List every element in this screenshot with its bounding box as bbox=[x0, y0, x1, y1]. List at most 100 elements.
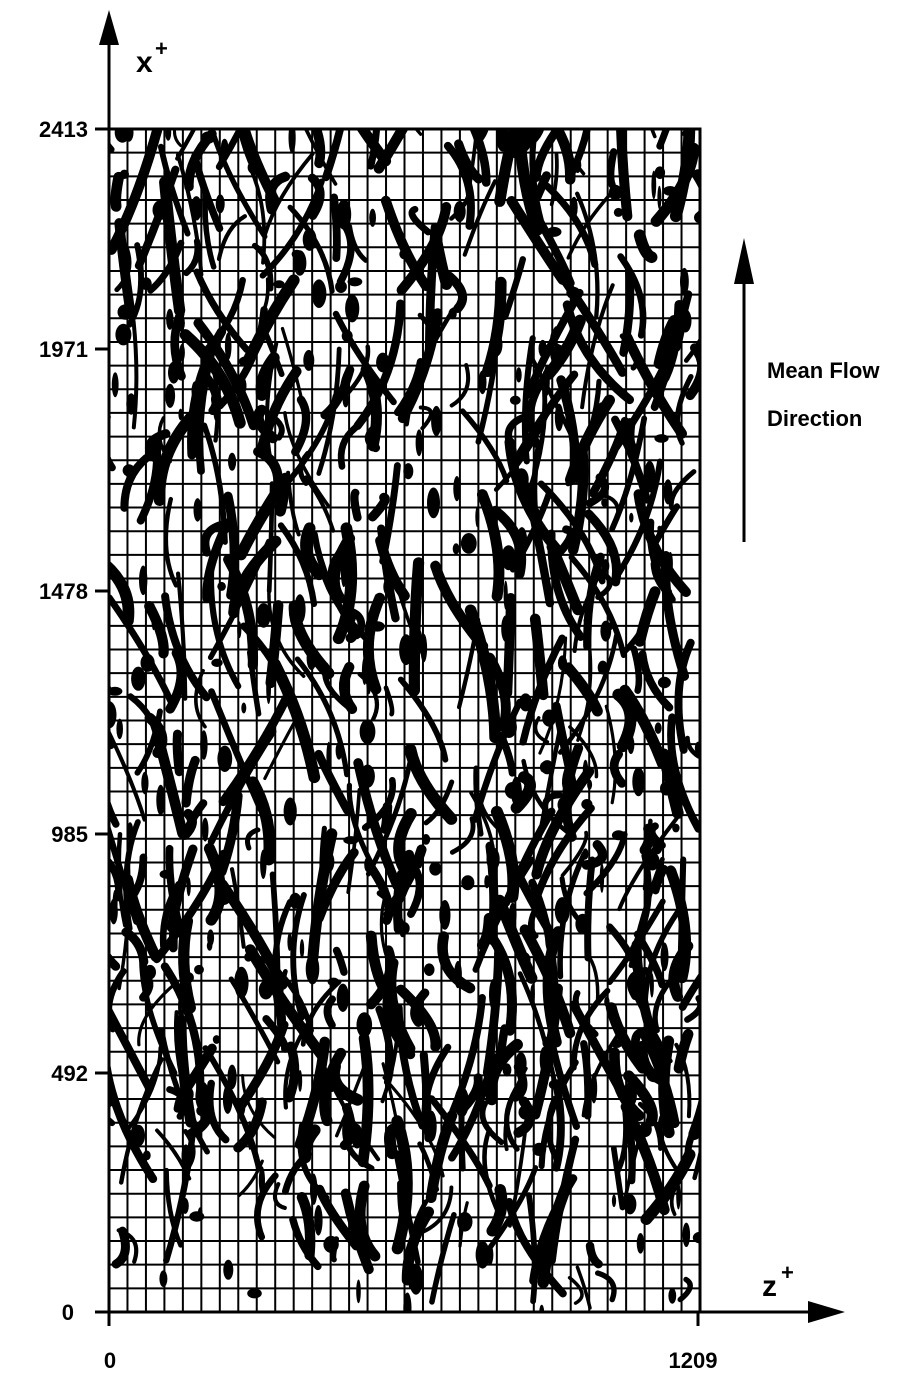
streak-blob bbox=[515, 1052, 526, 1075]
streak-blob bbox=[655, 722, 662, 733]
streak-blob bbox=[645, 852, 659, 870]
streak-blob bbox=[629, 513, 633, 523]
streak-blob bbox=[192, 381, 199, 401]
z-tick-label: 0 bbox=[104, 1348, 116, 1373]
streak-blob bbox=[427, 1111, 437, 1142]
streak-blob bbox=[519, 1105, 535, 1120]
streak-blob bbox=[416, 429, 423, 456]
streak-blob bbox=[429, 862, 441, 876]
streak-blob bbox=[294, 594, 305, 624]
streak-blob bbox=[504, 581, 508, 610]
streak-mark bbox=[694, 1032, 711, 1135]
streak-mark bbox=[305, 1130, 315, 1157]
streak-mark bbox=[412, 209, 428, 232]
streak-blob bbox=[280, 1031, 284, 1049]
streak-mark bbox=[508, 598, 511, 693]
streak-blob bbox=[343, 392, 349, 407]
streak-mark bbox=[458, 60, 482, 133]
streak-blob bbox=[351, 1124, 362, 1149]
streak-blob bbox=[547, 227, 562, 237]
streak-blob bbox=[211, 659, 222, 667]
streak-mark bbox=[686, 293, 721, 361]
streak-blob bbox=[542, 1036, 555, 1049]
streak-mark bbox=[177, 734, 179, 772]
streak-blob bbox=[543, 366, 549, 397]
streak-blob bbox=[424, 963, 435, 976]
streak-blob bbox=[614, 208, 623, 217]
streak-blob bbox=[505, 782, 521, 799]
streak-blob bbox=[248, 160, 263, 174]
streak-blob bbox=[409, 1264, 423, 1295]
streak-mark bbox=[611, 152, 614, 185]
x-axis-ticks bbox=[95, 129, 109, 1312]
streak-mark bbox=[556, 1083, 561, 1168]
streak-blob bbox=[165, 384, 175, 408]
streak-blob bbox=[207, 941, 213, 951]
streak-blob bbox=[487, 1244, 494, 1265]
streak-mark bbox=[452, 819, 473, 853]
streak-blob bbox=[310, 1174, 317, 1205]
streak-blob bbox=[566, 287, 580, 299]
streak-blob bbox=[342, 330, 353, 342]
streak-blob bbox=[683, 1223, 691, 1247]
streak-mark bbox=[488, 283, 501, 372]
streak-mark bbox=[390, 1130, 393, 1153]
streak-mark bbox=[386, 201, 426, 286]
streak-blob bbox=[343, 836, 358, 844]
streak-blob bbox=[652, 840, 662, 854]
streak-blob bbox=[201, 131, 215, 143]
streak-blob bbox=[455, 1087, 469, 1118]
streak-blob bbox=[659, 354, 671, 384]
streak-blob bbox=[637, 1233, 645, 1254]
streak-blob bbox=[480, 649, 485, 668]
streak-mark bbox=[119, 223, 130, 310]
streak-blob bbox=[266, 673, 271, 704]
streak-blob bbox=[328, 978, 340, 986]
streak-blob bbox=[654, 434, 668, 443]
streak-blob bbox=[116, 719, 123, 740]
streak-blob bbox=[277, 1006, 286, 1034]
streak-blob bbox=[166, 309, 173, 330]
streak-blob bbox=[335, 281, 347, 293]
mean-flow-label-line2: Direction bbox=[767, 406, 862, 431]
streak-mark bbox=[295, 400, 306, 452]
streak-mark bbox=[116, 1231, 125, 1264]
streak-blob bbox=[341, 558, 347, 587]
streak-blob bbox=[131, 667, 145, 691]
streak-blob bbox=[216, 894, 230, 905]
streak-blob bbox=[376, 353, 390, 373]
streak-blob bbox=[479, 370, 487, 394]
z-tick-label: 1209 bbox=[669, 1348, 718, 1373]
x-axis-title: x bbox=[136, 46, 153, 79]
streak-mark bbox=[186, 241, 197, 273]
z-axis-title: z bbox=[762, 1270, 777, 1303]
streak-blob bbox=[159, 1270, 167, 1287]
streak-blob bbox=[583, 848, 589, 859]
streak-blob bbox=[225, 332, 232, 360]
streak-blob bbox=[644, 461, 655, 493]
streak-blob bbox=[453, 543, 460, 554]
streak-mark bbox=[326, 106, 345, 177]
streak-blob bbox=[501, 545, 516, 570]
z-axis-arrowhead bbox=[808, 1301, 845, 1323]
streak-mark bbox=[338, 89, 386, 161]
streak-blob bbox=[657, 186, 661, 210]
x-axis-title-superscript: + bbox=[155, 36, 168, 61]
streak-mark bbox=[640, 235, 652, 257]
streak-mark bbox=[404, 68, 420, 135]
streak-mark bbox=[334, 197, 337, 258]
streak-blob bbox=[650, 973, 654, 998]
mean-flow-arrow-icon bbox=[734, 238, 754, 542]
streak-blob bbox=[337, 984, 349, 1012]
streak-mark bbox=[219, 216, 245, 259]
x-tick-label: 492 bbox=[51, 1061, 88, 1086]
streak-blob bbox=[240, 1099, 245, 1115]
x-tick-label: 985 bbox=[51, 822, 88, 847]
streak-blob bbox=[256, 603, 270, 628]
streak-blob bbox=[574, 158, 581, 173]
streak-blob bbox=[600, 863, 604, 893]
streak-blob bbox=[639, 1122, 651, 1137]
streak-mark bbox=[634, 649, 639, 691]
streak-blob bbox=[575, 914, 589, 934]
streak-blob bbox=[583, 760, 588, 780]
